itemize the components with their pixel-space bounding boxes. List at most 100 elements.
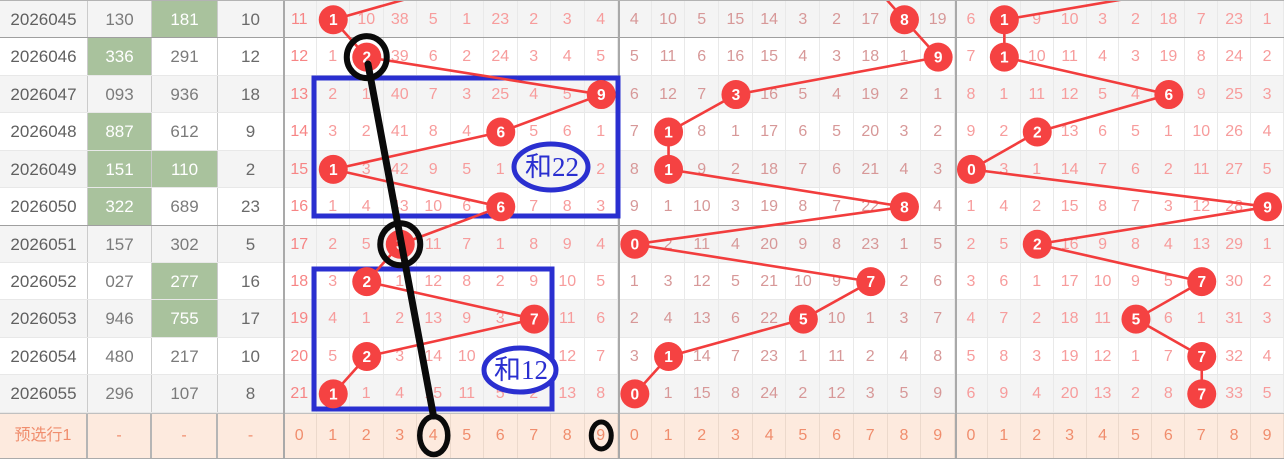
miss-count-cell: 4 bbox=[1120, 75, 1153, 113]
miss-count-cell: 3 bbox=[618, 337, 652, 375]
miss-count-cell: 12 bbox=[417, 262, 451, 300]
miss-count-cell: 3 bbox=[988, 150, 1021, 188]
sum-cell: 9 bbox=[245, 122, 256, 142]
draw-row: 2026049 151 110 2 15 3 42 9 5 1 6 7 2 8 9 2 18 7 6 21 4 3 3 1 14… bbox=[0, 150, 1284, 189]
miss-count-cell: 6 bbox=[988, 262, 1021, 300]
preselect-digit-cell[interactable]: 9 bbox=[1251, 413, 1284, 458]
preselect-digit-cell[interactable]: 7 bbox=[518, 413, 551, 458]
miss-count-cell: 5 bbox=[787, 75, 821, 113]
preselect-sum: - bbox=[247, 426, 254, 444]
miss-count-cell: 10 bbox=[451, 337, 484, 375]
miss-count-cell: 5 bbox=[685, 1, 720, 38]
miss-count-cell: 6 bbox=[787, 113, 821, 150]
preselect-digit-cell[interactable]: 3 bbox=[384, 413, 417, 458]
preselect-digit-cell[interactable]: 5 bbox=[787, 413, 821, 458]
miss-count-cell: 4 bbox=[518, 75, 551, 113]
miss-count-cell: 1 bbox=[652, 188, 686, 225]
miss-count-cell: 3 bbox=[1021, 337, 1054, 375]
preselect-digit-cell[interactable]: 8 bbox=[551, 413, 585, 458]
preselect-digit-cell[interactable]: 9 bbox=[585, 413, 618, 458]
miss-count-cell: 3 bbox=[484, 300, 518, 337]
miss-count-cell: 10 bbox=[1087, 262, 1120, 300]
preselect-digit-cell[interactable]: 8 bbox=[1218, 413, 1252, 458]
miss-count-cell: 4 bbox=[1087, 38, 1120, 75]
preselect-digit-cell[interactable]: 4 bbox=[753, 413, 787, 458]
miss-count-cell: 4 bbox=[451, 113, 484, 150]
preselect-digit-cell[interactable]: 2 bbox=[350, 413, 384, 458]
preselect-digit-cell[interactable]: 7 bbox=[854, 413, 888, 458]
preselect-digit-cell[interactable]: 0 bbox=[618, 413, 652, 458]
preselect-digit-cell[interactable]: 6 bbox=[1152, 413, 1186, 458]
preselect-digit-cell[interactable]: 4 bbox=[417, 413, 451, 458]
miss-count-cell: 16 bbox=[719, 38, 753, 75]
miss-count-cell bbox=[1021, 113, 1054, 150]
miss-count-cell: 5 bbox=[988, 225, 1021, 262]
miss-count-cell bbox=[719, 75, 753, 113]
preselect-digit-cell[interactable]: 6 bbox=[820, 413, 854, 458]
miss-count-cell: 7 bbox=[1087, 150, 1120, 188]
miss-count-cell: 9 bbox=[1087, 225, 1120, 262]
number1-cell: 480 bbox=[88, 337, 152, 375]
preselect-digit-cell[interactable]: 4 bbox=[1087, 413, 1120, 458]
miss-count-cell: 2 bbox=[317, 75, 350, 113]
miss-count-cell bbox=[585, 75, 618, 113]
miss-count-cell: 12 bbox=[685, 262, 720, 300]
miss-count-cell: 14 bbox=[753, 1, 787, 38]
miss-count-cell: 3 bbox=[1152, 188, 1186, 225]
period-cell: 2026047 bbox=[0, 75, 88, 113]
miss-count-cell: 3 bbox=[551, 1, 585, 38]
miss-count-cell: 16 bbox=[753, 75, 787, 113]
miss-count-cell: 23 bbox=[753, 337, 787, 375]
miss-count-cell: 6 bbox=[1120, 150, 1153, 188]
miss-count-cell: 5 bbox=[350, 225, 384, 262]
miss-count-cell: 18 bbox=[1054, 300, 1087, 337]
preselect-digit-cell[interactable]: 6 bbox=[484, 413, 518, 458]
miss-count-cell: 5 bbox=[618, 38, 652, 75]
miss-count-cell: 6 bbox=[685, 38, 720, 75]
preselect-digit-cell[interactable]: 7 bbox=[1185, 413, 1219, 458]
preselect-digit-cell[interactable]: 2 bbox=[1021, 413, 1054, 458]
miss-count-cell: 4 bbox=[384, 375, 417, 412]
miss-count-cell bbox=[384, 225, 417, 262]
miss-count-cell: 9 bbox=[618, 188, 652, 225]
miss-count-cell: 20 bbox=[854, 113, 888, 150]
miss-count-cell: 4 bbox=[888, 337, 922, 375]
miss-count-cell: 5 bbox=[955, 337, 988, 375]
preselect-digit-cell[interactable]: 5 bbox=[451, 413, 484, 458]
miss-count-cell: 9 bbox=[518, 262, 551, 300]
preselect-digit-cell[interactable]: 9 bbox=[921, 413, 955, 458]
preselect-digit-cell[interactable]: 0 bbox=[955, 413, 988, 458]
draw-row: 2026052 027 277 16 18 3 1 12 8 2 9 10 5 1 3 12 5 21 10 9 2 6 3… bbox=[0, 262, 1284, 301]
miss-count-cell: 1 bbox=[888, 225, 922, 262]
miss-count-cell: 12 bbox=[1087, 337, 1120, 375]
miss-count-cell: 16 bbox=[283, 188, 317, 225]
miss-count-cell: 3 bbox=[820, 38, 854, 75]
preselect-digit-cell[interactable]: 1 bbox=[988, 413, 1021, 458]
preselect-digit-cell[interactable]: 8 bbox=[888, 413, 922, 458]
miss-count-cell: 8 bbox=[417, 113, 451, 150]
miss-count-cell: 10 bbox=[417, 188, 451, 225]
miss-count-cell: 13 bbox=[551, 375, 585, 412]
miss-count-cell bbox=[1185, 375, 1219, 412]
miss-count-cell: 19 bbox=[921, 1, 955, 38]
miss-count-cell: 1 bbox=[787, 337, 821, 375]
miss-count-cell: 1 bbox=[317, 188, 350, 225]
preselect-digit-cell[interactable]: 3 bbox=[1054, 413, 1087, 458]
miss-count-cell: 7 bbox=[585, 337, 618, 375]
sum-cell: 8 bbox=[245, 384, 256, 404]
preselect-digit-cell[interactable]: 2 bbox=[685, 413, 720, 458]
miss-count-cell: 7 bbox=[921, 300, 955, 337]
preselect-digit-cell[interactable]: 5 bbox=[1120, 413, 1153, 458]
miss-count-cell: 7 bbox=[988, 300, 1021, 337]
preselect-digit-cell[interactable]: 3 bbox=[719, 413, 753, 458]
miss-count-cell: 3 bbox=[350, 150, 384, 188]
miss-count-cell: 4 bbox=[551, 38, 585, 75]
preselect-digit-cell[interactable]: 1 bbox=[652, 413, 686, 458]
preselect-digit-cell[interactable]: 0 bbox=[283, 413, 317, 458]
miss-count-cell: 14 bbox=[283, 113, 317, 150]
draw-row: 2026055 296 107 8 21 1 4 15 11 5 2 13 8 1 15 8 24 2 12 3 5 9 6… bbox=[0, 375, 1284, 413]
miss-count-cell: 2 bbox=[820, 1, 854, 38]
preselect-digit-cell[interactable]: 1 bbox=[317, 413, 350, 458]
miss-count-cell: 17 bbox=[1054, 262, 1087, 300]
miss-count-cell: 27 bbox=[1218, 150, 1252, 188]
